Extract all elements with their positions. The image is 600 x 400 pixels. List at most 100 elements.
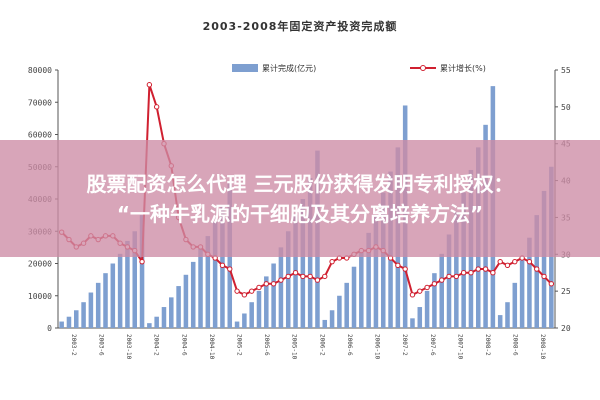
right-tick-label: 55 (561, 66, 571, 75)
line-point (395, 262, 401, 269)
bar (271, 263, 276, 328)
line-point (446, 273, 452, 280)
line-point (146, 82, 153, 88)
bar (351, 266, 357, 328)
chart-title: 2003-2008年固定资产投资完成额 (203, 19, 398, 33)
bar (454, 211, 459, 328)
bar (541, 190, 547, 328)
bar (505, 302, 510, 328)
line-point (417, 288, 423, 294)
bar (147, 323, 152, 328)
bar (373, 215, 379, 328)
line-point (402, 266, 408, 272)
x-tick-label: 2006-2 (318, 334, 325, 356)
line-point (248, 288, 255, 294)
line-point (548, 281, 555, 287)
bar (234, 321, 240, 328)
bar (154, 316, 159, 328)
bar (512, 282, 518, 328)
line-point (285, 273, 291, 280)
x-tick-label: 2004-6 (180, 334, 187, 356)
line-point (307, 273, 313, 280)
overlay-banner[interactable]: 股票配资怎么代理 三元股份获得发明专利授权： “一种牛乳源的干细胞及其分离培养方… (0, 140, 600, 257)
bar (176, 286, 181, 328)
banner-line-2: “一种牛乳源的干细胞及其分离培养方法” (116, 201, 484, 226)
bar (278, 247, 284, 328)
line-point (322, 273, 328, 280)
line-point (534, 266, 540, 272)
legend-line-label: 累计增长(%) (440, 63, 486, 73)
line-point (153, 104, 160, 110)
line-point (490, 270, 496, 276)
bar (439, 253, 444, 328)
bar (242, 313, 247, 328)
line-point (329, 258, 335, 265)
legend-bar-label: 累计完成(亿元) (262, 63, 316, 73)
bar (329, 310, 335, 328)
line-point (409, 292, 416, 298)
line-point (475, 266, 481, 272)
bar (285, 231, 291, 328)
x-axis-ticks: 2003-2 2003-6 2003-10 2004-2 2004-6 2004-10 20… (70, 334, 546, 360)
right-tick-label: 50 (561, 103, 571, 112)
line-point (314, 277, 321, 283)
right-tick-label: 25 (561, 287, 571, 296)
bar (190, 261, 196, 328)
left-tick-label: 70000 (28, 98, 52, 107)
line-point (300, 273, 306, 280)
x-tick-label: 2003-10 (125, 334, 132, 360)
bar (161, 307, 167, 328)
right-tick-label: 20 (561, 324, 571, 333)
line-point (431, 281, 438, 287)
bar (183, 274, 189, 328)
x-tick-label: 2006-6 (346, 334, 353, 356)
line-point (241, 292, 248, 298)
bar (424, 290, 430, 328)
x-tick-label: 2003-6 (97, 334, 104, 356)
line-point (139, 258, 145, 265)
bar (432, 273, 437, 328)
left-tick-label: 20000 (28, 260, 52, 269)
x-tick-label: 2007-2 (401, 334, 408, 356)
bar (337, 295, 342, 328)
bar (139, 215, 145, 328)
x-tick-label: 2003-2 (70, 334, 77, 356)
bar (446, 234, 452, 328)
line-point (482, 266, 489, 272)
bar (410, 318, 415, 328)
bar (103, 273, 108, 328)
bar (519, 260, 525, 328)
line-point (460, 270, 467, 276)
legend-line-marker (420, 65, 426, 71)
bar (322, 319, 328, 328)
line-point (227, 266, 233, 272)
bar (110, 263, 116, 328)
bar (249, 302, 254, 328)
x-tick-label: 2008-10 (539, 334, 546, 360)
bar (380, 192, 386, 328)
line-point (219, 262, 226, 269)
bar (125, 240, 130, 328)
bar (88, 292, 94, 328)
x-tick-label: 2004-10 (208, 334, 215, 360)
bar (497, 315, 503, 328)
line-point (424, 284, 430, 291)
x-tick-label: 2006-10 (374, 334, 381, 360)
x-tick-label: 2004-2 (153, 334, 160, 356)
left-tick-label: 0 (47, 324, 52, 333)
bar (205, 236, 211, 328)
bar (264, 276, 269, 328)
bar (59, 321, 64, 328)
line-point (541, 273, 547, 280)
bar (212, 221, 218, 328)
line-point (263, 281, 270, 287)
bar (81, 302, 86, 328)
x-tick-label: 2005-2 (235, 334, 242, 356)
bar (461, 192, 466, 328)
x-tick-label: 2007-6 (429, 334, 436, 356)
bar (300, 199, 306, 328)
line-point (468, 270, 474, 276)
bar (344, 282, 349, 328)
left-tick-label: 80000 (28, 66, 52, 75)
x-tick-label: 2005-10 (291, 334, 298, 360)
